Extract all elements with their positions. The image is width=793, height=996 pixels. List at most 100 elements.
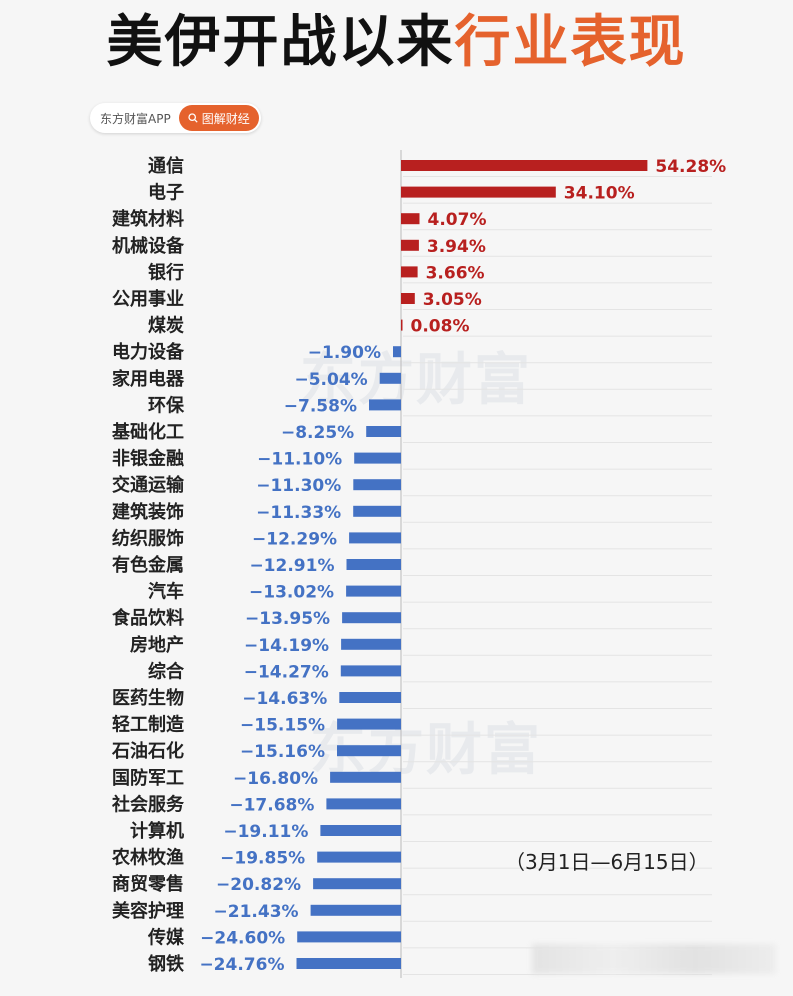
date-range-note: （3月1日—6月15日）: [505, 850, 709, 874]
value-label-10: −8.25%: [281, 423, 354, 443]
bar-16: [346, 585, 401, 597]
category-label-4: 银行: [148, 261, 184, 283]
value-label-30: −24.76%: [199, 955, 284, 975]
title-part-black: 美伊开战以来: [106, 10, 455, 75]
value-label-29: −24.60%: [200, 928, 285, 948]
source-badge: 东方财富APP 图解财经: [90, 103, 261, 133]
value-label-22: −15.16%: [240, 742, 325, 762]
category-label-16: 汽车: [148, 581, 184, 603]
bar-15: [346, 559, 401, 570]
category-label-3: 机械设备: [112, 235, 185, 257]
category-label-10: 基础化工: [111, 421, 184, 443]
category-label-2: 建筑材料: [112, 208, 184, 230]
category-label-29: 传媒: [147, 926, 185, 948]
bar-4: [401, 266, 418, 278]
bar-3: [401, 239, 419, 251]
category-label-6: 煤炭: [148, 315, 184, 337]
category-label-30: 钢铁: [148, 953, 184, 975]
value-label-19: −14.27%: [244, 662, 329, 682]
bar-10: [366, 426, 401, 437]
value-label-8: −5.04%: [294, 370, 367, 390]
category-label-0: 通信: [148, 155, 184, 177]
category-label-28: 美容护理: [112, 900, 184, 922]
tujie-caijing-button[interactable]: 图解财经: [178, 105, 259, 131]
category-label-17: 食品饮料: [111, 607, 184, 629]
category-label-15: 有色金属: [112, 554, 184, 576]
value-label-17: −13.95%: [245, 609, 330, 629]
bar-29: [297, 931, 401, 943]
bar-8: [379, 372, 401, 384]
bar-21: [337, 718, 401, 730]
value-label-21: −15.15%: [240, 716, 325, 736]
value-label-23: −16.80%: [233, 769, 318, 789]
category-label-5: 公用事业: [112, 288, 184, 310]
value-label-15: −12.91%: [249, 556, 334, 576]
title-part-orange: 行业表现: [454, 10, 687, 75]
value-label-5: 3.05%: [423, 290, 482, 310]
search-icon: [188, 113, 198, 123]
bar-2: [401, 213, 420, 225]
bar-26: [317, 851, 401, 863]
category-label-23: 国防军工: [112, 767, 184, 789]
bar-19: [340, 665, 401, 677]
value-label-6: 0.08%: [411, 317, 470, 337]
category-label-19: 综合: [148, 660, 185, 682]
category-label-13: 建筑装饰: [112, 501, 184, 523]
bar-1: [401, 186, 556, 198]
bar-11: [354, 452, 401, 464]
value-label-2: 4.07%: [428, 210, 487, 230]
category-label-9: 环保: [148, 394, 185, 416]
value-label-16: −13.02%: [249, 583, 334, 603]
value-label-18: −14.19%: [244, 636, 329, 656]
bar-20: [339, 692, 401, 703]
bar-9: [369, 399, 401, 411]
value-label-13: −11.33%: [256, 503, 341, 523]
value-label-20: −14.63%: [242, 689, 327, 709]
value-label-9: −7.58%: [284, 396, 357, 416]
bar-6: [401, 319, 403, 331]
bar-13: [353, 505, 401, 517]
bar-22: [337, 745, 401, 757]
category-label-12: 交通运输: [112, 474, 185, 496]
category-label-24: 社会服务: [112, 793, 185, 815]
bar-18: [341, 638, 401, 650]
bar-24: [326, 798, 401, 810]
value-label-7: −1.90%: [308, 343, 381, 363]
bar-14: [349, 532, 401, 544]
bar-5: [401, 293, 415, 304]
value-label-11: −11.10%: [257, 450, 342, 470]
category-label-14: 纺织服饰: [112, 527, 184, 549]
value-label-25: −19.11%: [223, 822, 308, 842]
category-label-20: 医药生物: [112, 687, 184, 709]
category-label-1: 电子: [148, 182, 184, 204]
category-label-11: 非银金融: [112, 448, 184, 470]
category-label-25: 计算机: [130, 820, 184, 842]
category-label-26: 农林牧渔: [111, 847, 184, 869]
value-label-28: −21.43%: [214, 902, 299, 922]
bar-12: [353, 479, 401, 491]
category-label-8: 家用电器: [112, 368, 185, 390]
page-title: 美伊开战以来行业表现: [0, 8, 793, 78]
category-label-7: 电力设备: [112, 341, 185, 363]
value-label-12: −11.30%: [256, 476, 341, 496]
category-label-18: 房地产: [130, 634, 184, 656]
value-label-1: 34.10%: [564, 184, 635, 204]
bar-17: [342, 612, 401, 624]
category-label-27: 商贸零售: [112, 873, 184, 895]
value-label-24: −17.68%: [229, 795, 314, 815]
tujie-caijing-label: 图解财经: [201, 111, 250, 126]
bar-7: [393, 346, 401, 358]
value-label-14: −12.29%: [252, 529, 337, 549]
value-label-4: 3.66%: [426, 263, 485, 283]
bar-27: [313, 878, 401, 890]
value-label-0: 54.28%: [655, 157, 726, 177]
bar-25: [320, 825, 401, 836]
source-label: 东方财富APP: [100, 111, 171, 126]
value-label-26: −19.85%: [220, 849, 305, 869]
value-label-3: 3.94%: [427, 237, 486, 257]
bar-0: [401, 160, 648, 171]
bar-23: [330, 771, 401, 783]
watermark: 东方财富: [300, 348, 532, 413]
